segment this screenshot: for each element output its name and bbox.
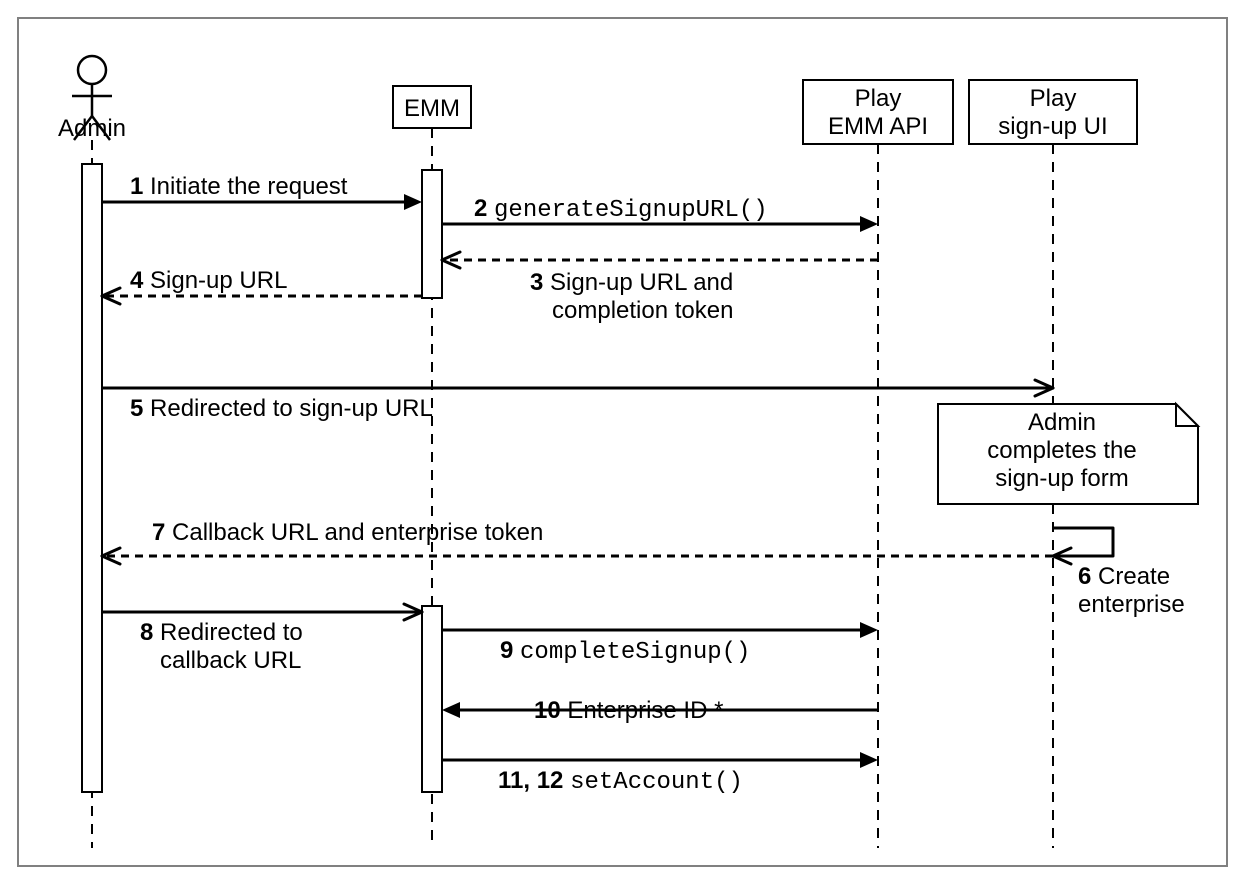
participant-label-ui: Play	[1030, 85, 1077, 112]
self-message-label-m6: 6 Create	[1078, 563, 1170, 590]
message-label-m9: 9 completeSignup()	[500, 637, 750, 666]
message-label-m1: 1 Initiate the request	[130, 173, 348, 200]
message-label-m10: 10 Enterprise ID *	[534, 697, 723, 724]
message-label2-m3: completion token	[552, 297, 733, 324]
message-label-m4: 4 Sign-up URL	[130, 267, 287, 294]
message-label-m11: 11, 12 setAccount()	[498, 767, 743, 796]
participant-label2-ui: sign-up UI	[998, 113, 1107, 140]
participant-label-emm: EMM	[404, 95, 460, 122]
note-line-2: sign-up form	[995, 465, 1128, 492]
message-label-m3: 3 Sign-up URL and	[530, 269, 733, 296]
participant-label-api: Play	[855, 85, 902, 112]
message-label2-m8: callback URL	[160, 647, 301, 674]
participant-label2-api: EMM API	[828, 113, 928, 140]
note-line-1: completes the	[987, 437, 1136, 464]
activation-admin-act	[82, 164, 102, 792]
self-message-label2-m6: enterprise	[1078, 591, 1185, 618]
actor-head	[78, 56, 106, 84]
activation-emm-act2	[422, 606, 442, 792]
actor-label: Admin	[58, 115, 126, 142]
message-label-m2: 2 generateSignupURL()	[474, 195, 768, 224]
activation-emm-act1	[422, 170, 442, 298]
note-line-0: Admin	[1028, 409, 1096, 436]
message-label-m7: 7 Callback URL and enterprise token	[152, 519, 543, 546]
message-label-m5: 5 Redirected to sign-up URL	[130, 395, 433, 422]
message-label-m8: 8 Redirected to	[140, 619, 303, 646]
